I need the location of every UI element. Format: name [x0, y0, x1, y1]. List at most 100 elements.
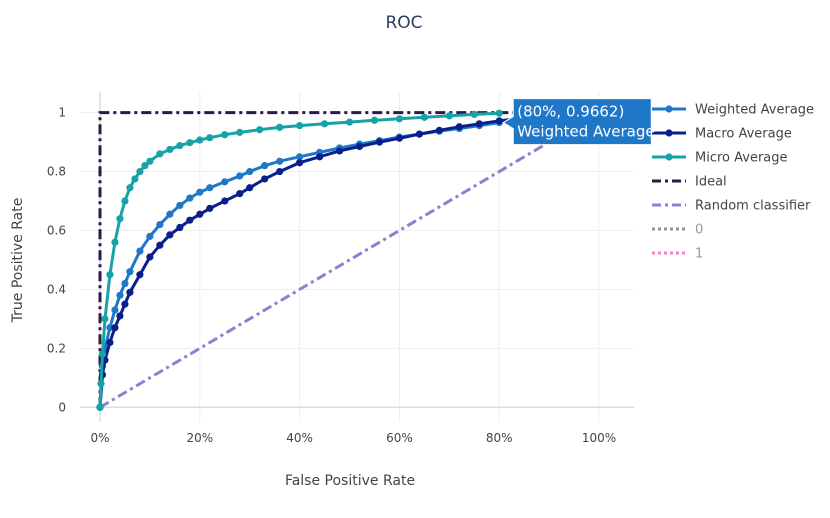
data-point[interactable] — [256, 126, 264, 134]
data-point[interactable] — [126, 184, 134, 192]
data-point[interactable] — [276, 123, 284, 131]
data-point[interactable] — [116, 312, 124, 320]
data-point[interactable] — [320, 120, 329, 128]
data-point[interactable] — [315, 153, 324, 161]
data-point[interactable] — [96, 403, 104, 411]
data-point[interactable] — [126, 288, 134, 296]
data-point[interactable] — [176, 201, 184, 210]
data-point[interactable] — [186, 194, 194, 202]
data-point[interactable] — [455, 123, 463, 131]
legend-item[interactable]: Weighted Average — [652, 103, 814, 118]
data-point[interactable] — [276, 157, 284, 165]
data-point[interactable] — [355, 142, 364, 151]
data-point[interactable] — [246, 184, 254, 192]
data-point[interactable] — [146, 232, 154, 240]
data-point[interactable] — [495, 117, 503, 125]
data-point[interactable] — [111, 238, 119, 246]
series-random-classifier — [99, 111, 600, 409]
data-point[interactable] — [196, 188, 204, 196]
legend-item[interactable]: 0 — [652, 223, 703, 238]
data-point[interactable] — [121, 279, 129, 288]
data-point[interactable] — [276, 167, 284, 176]
data-point[interactable] — [296, 153, 304, 161]
data-point[interactable] — [116, 215, 124, 223]
data-point[interactable] — [101, 315, 109, 323]
data-point[interactable] — [176, 223, 184, 232]
data-point[interactable] — [246, 167, 254, 176]
data-point[interactable] — [121, 197, 129, 205]
data-point[interactable] — [221, 197, 229, 205]
data-point[interactable] — [186, 216, 194, 224]
data-point[interactable] — [296, 159, 304, 167]
data-point[interactable] — [236, 190, 244, 198]
data-point[interactable] — [126, 268, 134, 276]
data-point[interactable] — [435, 126, 443, 134]
data-point[interactable] — [236, 172, 244, 180]
data-point[interactable] — [141, 162, 149, 170]
data-point[interactable] — [106, 338, 114, 347]
data-point[interactable] — [420, 113, 428, 121]
data-point[interactable] — [136, 167, 144, 176]
data-point[interactable] — [196, 136, 204, 144]
series-ideal — [98, 111, 600, 408]
data-point[interactable] — [206, 204, 214, 212]
x-tick-label: 20% — [186, 431, 213, 445]
data-point[interactable] — [98, 350, 107, 358]
data-point[interactable] — [415, 130, 423, 138]
data-point[interactable] — [111, 324, 119, 332]
data-point[interactable] — [206, 184, 214, 192]
data-point[interactable] — [116, 291, 124, 299]
legend-item[interactable]: Random classifier — [652, 199, 811, 214]
data-point[interactable] — [475, 120, 483, 128]
data-point[interactable] — [470, 110, 478, 118]
legend-item[interactable]: Micro Average — [652, 151, 788, 166]
data-point[interactable] — [111, 306, 119, 314]
data-point[interactable] — [146, 157, 154, 165]
legend-label: 1 — [695, 247, 703, 262]
y-tick-label: 1 — [58, 106, 66, 120]
legend-label: Macro Average — [695, 127, 792, 142]
data-point[interactable] — [166, 231, 174, 239]
data-point[interactable] — [156, 241, 164, 249]
data-point[interactable] — [375, 138, 384, 146]
data-point[interactable] — [206, 134, 214, 142]
data-point[interactable] — [221, 131, 229, 139]
legend-item[interactable]: 1 — [652, 247, 703, 262]
data-point[interactable] — [176, 142, 184, 150]
data-point[interactable] — [156, 220, 164, 229]
legend-item[interactable]: Macro Average — [652, 127, 792, 142]
x-tick-label: 40% — [286, 431, 313, 445]
data-point[interactable] — [166, 145, 174, 154]
data-point[interactable] — [166, 210, 174, 218]
legend-item[interactable]: Ideal — [652, 175, 727, 190]
data-point[interactable] — [296, 121, 304, 130]
data-point[interactable] — [345, 118, 354, 126]
data-point[interactable] — [106, 271, 114, 279]
data-point[interactable] — [196, 210, 204, 218]
data-point[interactable] — [395, 115, 404, 123]
data-point[interactable] — [370, 116, 379, 124]
data-point[interactable] — [495, 109, 503, 117]
legend[interactable]: Weighted Average Macro Average Micro Avera… — [652, 103, 814, 262]
data-point[interactable] — [97, 380, 105, 388]
data-point[interactable] — [221, 178, 229, 186]
y-tick-label: 0.8 — [47, 165, 66, 179]
data-point[interactable] — [106, 324, 114, 332]
data-point[interactable] — [146, 253, 154, 261]
data-point[interactable] — [131, 175, 139, 183]
x-axis-title: False Positive Rate — [285, 473, 415, 489]
data-point[interactable] — [121, 300, 129, 308]
data-point[interactable] — [136, 247, 144, 255]
data-point[interactable] — [136, 271, 144, 279]
data-point[interactable] — [261, 175, 269, 183]
data-point[interactable] — [395, 134, 404, 142]
data-point[interactable] — [445, 112, 453, 120]
y-tick-label: 0.6 — [47, 223, 66, 237]
legend-label: Micro Average — [695, 151, 788, 166]
data-point[interactable] — [236, 128, 244, 136]
data-point[interactable] — [186, 139, 194, 147]
data-point[interactable] — [156, 150, 164, 158]
data-point[interactable] — [335, 147, 344, 155]
data-point[interactable] — [261, 162, 269, 170]
y-tick-label: 0 — [58, 400, 66, 414]
